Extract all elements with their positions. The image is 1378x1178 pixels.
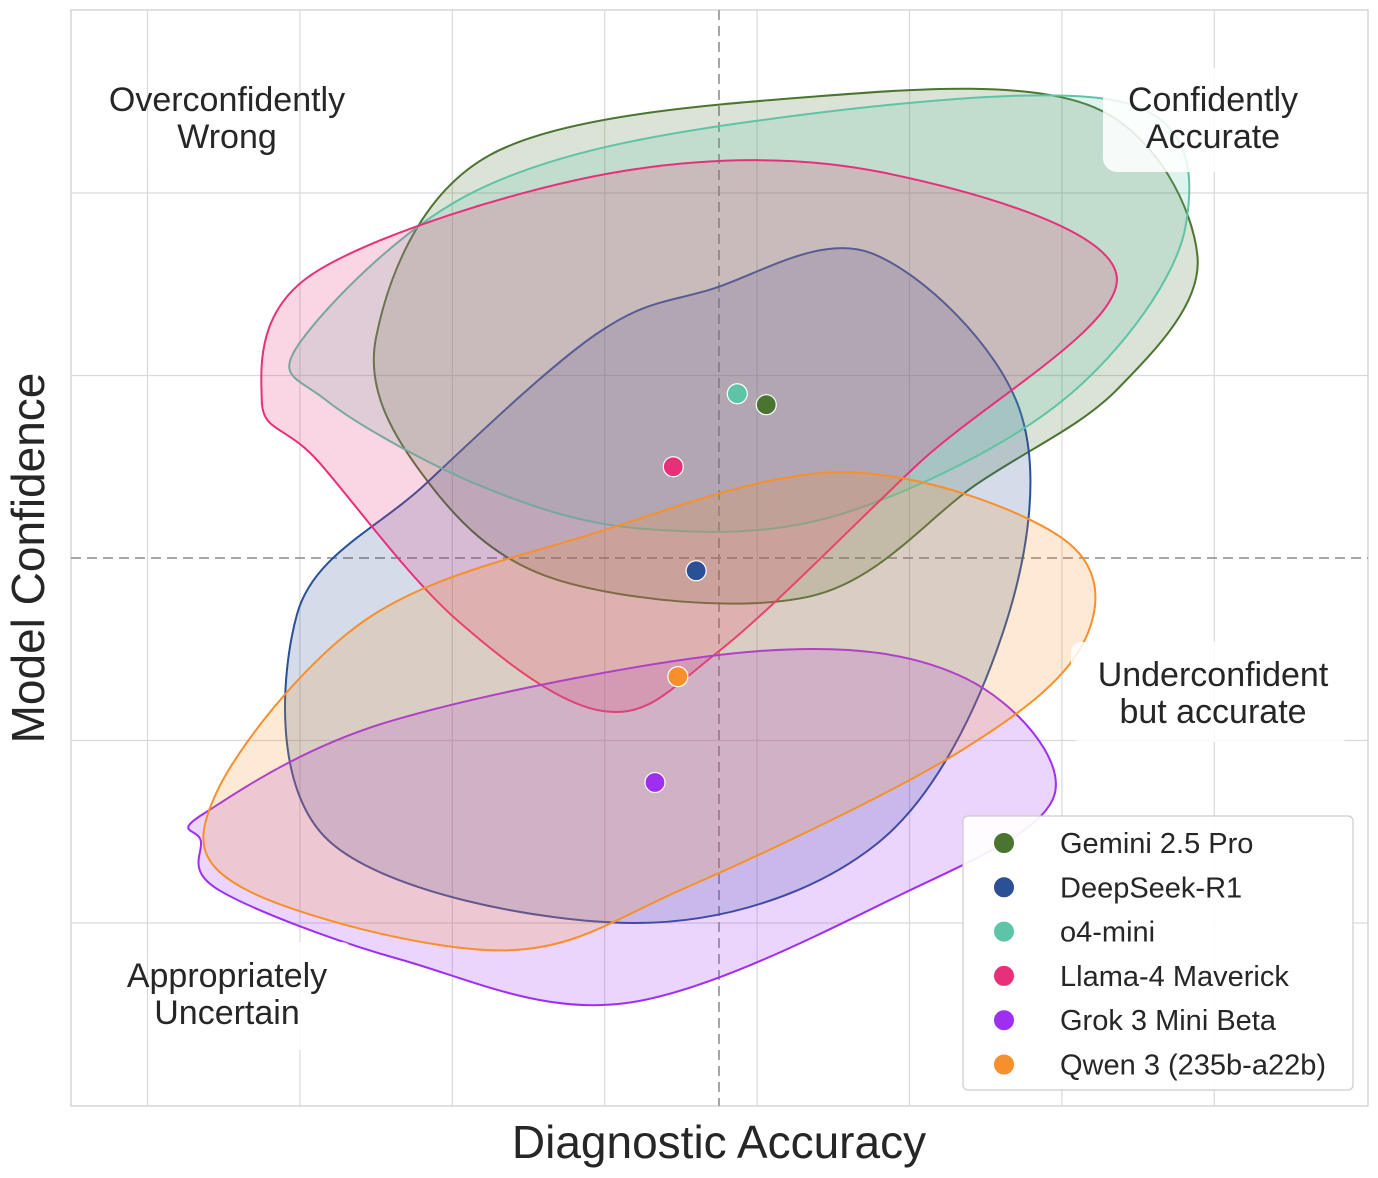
- quadrant-label-line: Wrong: [177, 118, 277, 156]
- svg-text:Accurate: Accurate: [1146, 118, 1280, 156]
- svg-text:Wrong: Wrong: [177, 118, 277, 156]
- data-point: [667, 666, 689, 688]
- reference-lines: [71, 10, 1368, 1106]
- legend-marker: [993, 964, 1015, 987]
- legend-label: Llama-4 Maverick: [1060, 961, 1289, 993]
- legend-marker: [993, 876, 1015, 899]
- svg-text:but accurate: but accurate: [1119, 693, 1306, 731]
- confidence-region: [202, 471, 1097, 952]
- svg-text:Appropriately: Appropriately: [127, 957, 327, 995]
- quadrant-label-bottom-right: Underconfident but accurate: [1071, 642, 1349, 742]
- legend-marker: [993, 1053, 1015, 1076]
- quadrant-label-line: Confidently: [1128, 81, 1298, 119]
- legend-label: Grok 3 Mini Beta: [1060, 1005, 1277, 1037]
- legend-frame: [962, 815, 1354, 1091]
- quadrant-label-line: Accurate: [1146, 118, 1280, 156]
- svg-text:Underconfident: Underconfident: [1098, 656, 1329, 694]
- quadrant-label-top-left: Overconfidently Wrong: [109, 68, 345, 172]
- legend-label: Gemini 2.5 Pro: [1060, 828, 1253, 860]
- confidence-region: [288, 94, 1191, 533]
- legend-label: o4-mini: [1060, 917, 1155, 949]
- confidence-region: [260, 159, 1118, 713]
- x-axis-label: Diagnostic Accuracy: [512, 1116, 926, 1168]
- svg-text:Uncertain: Uncertain: [154, 994, 300, 1032]
- svg-text:Overconfidently: Overconfidently: [109, 81, 345, 119]
- quadrant-label-line: Uncertain: [154, 994, 300, 1032]
- quadrant-label-line: Appropriately: [127, 957, 327, 995]
- legend-label: DeepSeek-R1: [1060, 872, 1242, 904]
- data-point: [755, 394, 777, 416]
- quadrant-label-bottom-left: Appropriately Uncertain: [127, 942, 352, 1050]
- confidence-region: [372, 87, 1199, 605]
- legend: Gemini 2.5 Pro DeepSeek-R1 o4-mini Llama-4 …: [962, 815, 1354, 1091]
- legend-label: Qwen 3 (235b-a22b): [1060, 1050, 1326, 1082]
- quadrant-label-top-right: Confidently Accurate: [1103, 68, 1327, 172]
- y-axis-label: Model Confidence: [2, 373, 54, 744]
- svg-text:Confidently: Confidently: [1128, 81, 1298, 119]
- legend-marker: [993, 832, 1015, 854]
- confidence-regions: [187, 87, 1199, 1007]
- data-point: [662, 456, 684, 478]
- data-point: [644, 771, 666, 794]
- quadrant-label-line: but accurate: [1119, 693, 1306, 731]
- legend-marker: [993, 920, 1015, 943]
- quadrant-label-line: Overconfidently: [109, 81, 345, 119]
- legend-marker: [993, 1009, 1015, 1032]
- data-point: [685, 560, 707, 582]
- model-points: [644, 383, 777, 794]
- data-point: [726, 383, 748, 405]
- quadrant-label-line: Underconfident: [1098, 656, 1329, 694]
- confidence-region: [284, 247, 1032, 925]
